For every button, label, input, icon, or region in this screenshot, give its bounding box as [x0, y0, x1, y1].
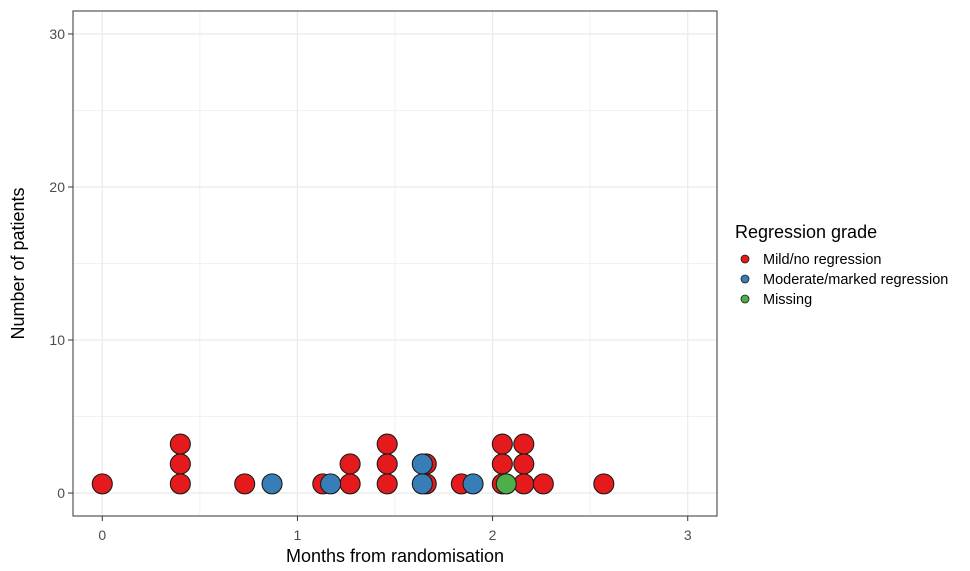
y-tick-label: 10 [49, 332, 65, 348]
legend: Regression grade Mild/no regression Moder… [735, 222, 948, 308]
legend-key [740, 274, 750, 284]
data-point [261, 473, 283, 495]
data-point [234, 473, 256, 495]
data-points [91, 433, 615, 495]
data-point [376, 453, 398, 475]
x-tick-label: 3 [684, 527, 692, 543]
legend-key [740, 294, 750, 304]
data-point [169, 473, 191, 495]
data-point [513, 473, 535, 495]
legend-key [740, 254, 750, 264]
y-axis-title: Number of patients [8, 187, 28, 339]
data-point [339, 453, 361, 475]
x-tick-label: 2 [489, 527, 497, 543]
data-point [169, 453, 191, 475]
y-tick-label: 30 [49, 26, 65, 42]
x-tick-label: 0 [98, 527, 106, 543]
legend-title: Regression grade [735, 222, 877, 242]
legend-label: Moderate/marked regression [763, 272, 948, 288]
data-point [411, 473, 433, 495]
x-tick-label: 1 [294, 527, 302, 543]
data-point [491, 433, 513, 455]
data-point [593, 473, 615, 495]
data-point [462, 473, 484, 495]
data-point [376, 433, 398, 455]
data-point [495, 473, 517, 495]
data-point [513, 433, 535, 455]
data-point [491, 453, 513, 475]
data-point [532, 473, 554, 495]
y-tick-label: 0 [57, 485, 65, 501]
data-point [169, 433, 191, 455]
grid-minor [73, 11, 717, 516]
data-point [411, 453, 433, 475]
data-point [513, 453, 535, 475]
data-point [320, 473, 342, 495]
x-axis-title: Months from randomisation [286, 546, 504, 566]
axis-ticks [68, 33, 689, 521]
legend-label: Missing [763, 292, 812, 308]
y-tick-label: 20 [49, 179, 65, 195]
data-point [91, 473, 113, 495]
data-point [376, 473, 398, 495]
panel-border [72, 10, 718, 517]
legend-label: Mild/no regression [763, 252, 881, 268]
legend-entries: Mild/no regression Moderate/marked regres… [740, 252, 948, 308]
data-point [339, 473, 361, 495]
